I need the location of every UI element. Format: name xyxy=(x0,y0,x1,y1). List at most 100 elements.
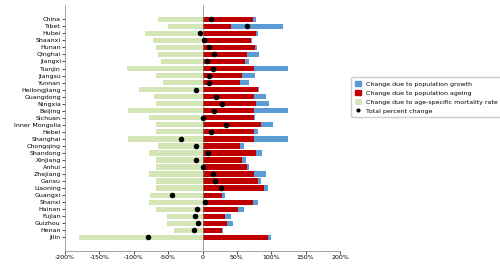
Bar xyxy=(79,235,202,240)
Bar xyxy=(226,221,234,226)
Bar xyxy=(202,221,226,226)
Bar xyxy=(258,87,259,92)
Bar xyxy=(161,59,202,64)
Bar xyxy=(158,143,202,149)
Point xyxy=(192,158,200,162)
Bar xyxy=(202,164,247,170)
Bar xyxy=(268,235,271,240)
Point xyxy=(198,115,206,120)
Bar xyxy=(202,31,256,36)
Point xyxy=(210,52,218,57)
Point xyxy=(191,214,199,218)
Bar xyxy=(202,73,242,78)
Bar xyxy=(254,115,256,120)
Bar xyxy=(149,115,203,120)
Bar xyxy=(240,143,244,149)
Bar xyxy=(256,150,262,156)
Point xyxy=(192,87,200,92)
Point xyxy=(194,221,202,225)
Bar xyxy=(149,150,203,156)
Bar xyxy=(202,129,254,135)
Point xyxy=(204,73,212,78)
Bar xyxy=(156,101,202,106)
Bar xyxy=(254,129,258,135)
Point xyxy=(218,102,226,106)
Bar xyxy=(202,157,242,163)
Bar xyxy=(162,80,202,85)
Point xyxy=(208,17,216,22)
Point xyxy=(243,24,251,28)
Bar xyxy=(264,185,268,191)
Point xyxy=(176,137,184,141)
Point xyxy=(198,165,206,169)
Bar xyxy=(167,213,202,219)
Bar xyxy=(256,101,268,106)
Bar xyxy=(202,38,250,43)
Bar xyxy=(202,101,256,106)
Bar xyxy=(128,136,202,141)
Bar xyxy=(202,185,264,191)
Bar xyxy=(247,52,259,57)
Bar xyxy=(139,87,202,92)
Point xyxy=(200,200,208,204)
Bar xyxy=(174,228,203,233)
Bar xyxy=(202,59,245,64)
Point xyxy=(209,66,217,71)
Bar xyxy=(202,213,225,219)
Bar xyxy=(149,171,203,177)
Bar xyxy=(202,136,254,141)
Bar xyxy=(156,122,202,127)
Bar xyxy=(254,108,288,113)
Bar xyxy=(156,185,202,191)
Bar xyxy=(168,24,202,29)
Point xyxy=(212,94,220,99)
Bar xyxy=(202,17,252,22)
Bar xyxy=(150,192,203,198)
Bar xyxy=(242,73,255,78)
Point xyxy=(204,59,212,64)
Bar xyxy=(202,52,247,57)
Bar xyxy=(202,143,240,149)
Bar xyxy=(158,17,202,22)
Bar xyxy=(167,221,202,226)
Bar xyxy=(156,207,202,212)
Bar xyxy=(127,66,202,71)
Bar xyxy=(254,136,288,141)
Bar xyxy=(202,228,222,233)
Bar xyxy=(242,157,246,163)
Bar xyxy=(156,179,202,184)
Point xyxy=(192,144,200,148)
Point xyxy=(206,80,214,85)
Bar xyxy=(146,31,203,36)
Bar xyxy=(158,52,202,57)
Bar xyxy=(252,17,256,22)
Bar xyxy=(256,31,258,36)
Bar xyxy=(250,38,252,43)
Bar xyxy=(202,207,238,212)
Bar xyxy=(202,24,232,29)
Bar xyxy=(202,235,268,240)
Bar xyxy=(153,38,202,43)
Bar xyxy=(238,207,244,212)
Bar xyxy=(202,45,256,50)
Bar xyxy=(245,59,248,64)
Bar xyxy=(156,164,202,170)
Bar xyxy=(254,171,266,177)
Point xyxy=(144,235,152,239)
Point xyxy=(190,228,198,233)
Bar xyxy=(261,122,272,127)
Bar xyxy=(247,164,248,170)
Bar xyxy=(252,200,258,205)
Point xyxy=(200,38,208,43)
Bar xyxy=(156,157,202,163)
Bar xyxy=(202,80,240,85)
Bar xyxy=(202,94,254,99)
Point xyxy=(211,179,219,183)
Bar xyxy=(254,94,266,99)
Bar xyxy=(202,66,254,71)
Bar xyxy=(222,192,225,198)
Point xyxy=(206,45,214,50)
Point xyxy=(204,151,212,155)
Point xyxy=(193,207,201,211)
Bar xyxy=(156,73,202,78)
